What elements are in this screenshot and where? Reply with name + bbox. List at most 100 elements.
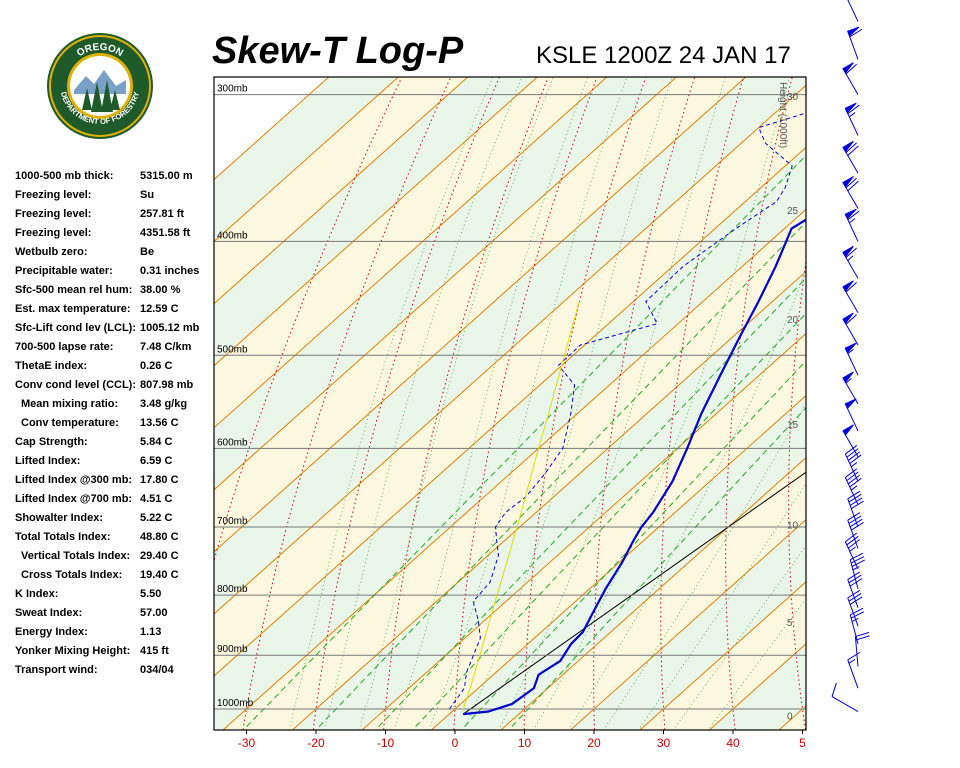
wind-barb-shaft <box>847 0 859 22</box>
isotherm-line <box>214 77 608 429</box>
index-label: Lifted Index @700 mb: <box>15 493 133 505</box>
index-row: Energy Index: 1.13 <box>15 624 215 643</box>
height-tick-label: 5 <box>787 618 793 629</box>
reference-line <box>462 471 806 715</box>
dry-adiabat-line <box>788 257 806 730</box>
isotherm-line <box>292 270 806 730</box>
index-row: Precipitable water: 0.31 inches <box>15 263 215 282</box>
dewpoint-profile <box>448 112 806 710</box>
wind-barb-full <box>850 552 864 561</box>
wind-barb-half <box>850 462 858 468</box>
wind-barb-half <box>847 255 854 261</box>
wind-barb-full <box>845 314 857 325</box>
dry-adiabat-line <box>909 0 960 739</box>
wind-barb-full <box>850 607 864 616</box>
index-row: Lifted Index @700 mb: 4.51 C <box>15 491 215 510</box>
index-row: Lifted Index @300 mb: 17.80 C <box>15 472 215 491</box>
temperature-axis: -30 -20 -10 0 10 20 30 40 5 <box>238 730 806 750</box>
wind-barb-full <box>847 145 859 156</box>
wind-barb <box>847 0 859 22</box>
index-row: Conv cond level (CCL): 807.98 mb <box>15 377 215 396</box>
isobar-label: 500mb <box>217 344 248 355</box>
index-row: Est. max temperature: 12.59 C <box>15 301 215 320</box>
index-row: Mean mixing ratio: 3.48 g/kg <box>15 396 215 415</box>
wind-barb-full <box>845 468 858 478</box>
wind-barb-half <box>849 546 856 552</box>
isobar-label: 700mb <box>217 516 248 527</box>
wind-barb-half <box>849 218 856 224</box>
temperature-band <box>214 77 806 614</box>
logo-gold-rim <box>49 35 151 137</box>
wind-barb <box>844 445 862 482</box>
index-value: 4.51 C <box>140 493 173 505</box>
index-row: Total Totals Index: 48.80 C <box>15 529 215 548</box>
isotherm-line <box>570 519 806 730</box>
index-row: Freezing level: 257.81 ft <box>15 206 215 225</box>
x-tick-label: -30 <box>238 736 256 750</box>
index-value: 5.84 C <box>140 436 173 448</box>
station-time-label: KSLE 1200Z 24 JAN 17 <box>536 42 791 69</box>
wind-barb <box>842 140 859 174</box>
wind-barb-full <box>847 180 859 192</box>
isotherm-line <box>214 77 677 491</box>
wind-barb <box>847 651 861 689</box>
index-value: 38.00 % <box>140 284 181 296</box>
index-label: Sfc-500 mean rel hum: <box>15 284 133 296</box>
isobar-label: 600mb <box>217 437 248 448</box>
isotherm-line <box>848 77 960 730</box>
index-value: 48.80 C <box>140 531 179 543</box>
wind-barb-shaft <box>847 579 859 608</box>
index-row: Cap Strength: 5.84 C <box>15 434 215 453</box>
wind-barb-shaft <box>847 597 859 627</box>
isotherm-line <box>214 77 538 367</box>
wind-barb-flag <box>847 26 860 37</box>
wind-barb <box>844 102 860 136</box>
stability-indices-panel: 1000-500 mb thick: 5315.00 m Freezing leve… <box>15 168 215 681</box>
index-row: Conv temperature: 13.56 C <box>15 415 215 434</box>
wind-barb-full <box>847 571 861 580</box>
wind-barb-full <box>845 445 858 455</box>
wind-barb-full <box>846 535 859 546</box>
x-tick-label: -10 <box>377 736 395 750</box>
index-label: Yonker Mixing Height: <box>15 645 131 657</box>
height-axis: Height (1000ft) 0 5 10 15 20 25 30 <box>777 82 799 723</box>
index-label: Showalter Index: <box>15 512 104 524</box>
wind-barb-flag <box>844 342 857 354</box>
index-value: 257.81 ft <box>140 208 185 220</box>
wind-barb-full <box>848 593 862 602</box>
wind-barb-half <box>852 566 860 571</box>
index-value: 13.56 C <box>140 417 179 429</box>
isotherm-line <box>639 581 806 730</box>
wind-barb-full <box>847 651 861 661</box>
index-row: Vertical Totals Index: 29.40 C <box>15 548 215 567</box>
isobars: 200mb300mb400mb500mb600mb700mb800mb900mb… <box>214 84 806 710</box>
isotherm-line <box>214 146 806 677</box>
index-value: 57.00 <box>140 607 168 619</box>
wind-barb-flag <box>842 424 854 437</box>
index-value: Su <box>140 189 155 201</box>
wind-barb-full <box>846 471 859 482</box>
index-value: 034/04 <box>140 664 174 676</box>
index-label: Sweat Index: <box>15 607 83 619</box>
wind-barb <box>849 607 865 644</box>
wind-barb-shaft <box>849 559 859 589</box>
wind-barb-flag <box>842 245 854 258</box>
height-tick-label: 0 <box>787 712 793 723</box>
temperature-profile <box>463 218 806 716</box>
wind-barb <box>842 176 859 209</box>
wind-barb-shaft <box>847 520 859 549</box>
isotherm-line <box>500 456 806 730</box>
wind-barb <box>844 468 862 505</box>
wind-barb-full <box>855 635 870 641</box>
mixing-ratio-line <box>374 277 806 730</box>
wind-barb-shaft <box>847 498 859 528</box>
chart-title: Skew-T Log-P <box>212 30 464 72</box>
wind-barb-flag <box>844 208 857 220</box>
index-label: Cross Totals Index: <box>21 569 123 581</box>
wind-barb-full <box>851 559 866 567</box>
wind-barb <box>844 398 859 432</box>
wind-barb <box>831 682 859 712</box>
wind-barb <box>847 26 863 60</box>
wind-barb <box>842 312 859 346</box>
